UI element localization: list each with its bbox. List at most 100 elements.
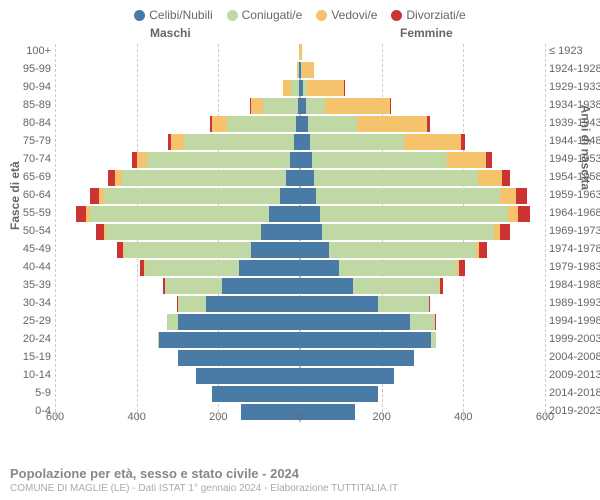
age-label: 95-99	[23, 64, 55, 75]
bar-segment	[212, 386, 300, 402]
bar-segment	[261, 224, 300, 240]
bar-segment	[518, 206, 529, 222]
bar-segment	[308, 116, 357, 132]
male-bar	[108, 170, 300, 186]
legend-swatch	[227, 10, 238, 21]
birth-year-label: 1989-1993	[545, 298, 600, 309]
male-bar	[163, 278, 300, 294]
female-bar	[300, 62, 314, 78]
female-bar	[300, 98, 391, 114]
bar-segment	[429, 296, 431, 312]
age-row: 15-192004-2008	[55, 350, 545, 368]
female-bar	[300, 350, 414, 366]
age-row: 50-541969-1973	[55, 224, 545, 242]
birth-year-label: 1944-1948	[545, 136, 600, 147]
birth-year-label: 1924-1928	[545, 64, 600, 75]
pyramid-chart: 100+≤ 192395-991924-192890-941929-193385…	[55, 44, 545, 422]
bar-segment	[300, 332, 431, 348]
age-row: 60-641959-1963	[55, 188, 545, 206]
bar-segment	[90, 206, 270, 222]
bar-segment	[184, 134, 294, 150]
bar-segment	[227, 116, 296, 132]
male-header: Maschi	[150, 26, 191, 40]
bar-segment	[310, 134, 404, 150]
age-row: 80-841939-1943	[55, 116, 545, 134]
female-bar	[300, 152, 492, 168]
bar-segment	[263, 98, 298, 114]
female-bar	[300, 332, 436, 348]
female-bar	[300, 314, 435, 330]
bar-segment	[320, 206, 508, 222]
bar-segment	[447, 152, 486, 168]
bar-segment	[357, 116, 426, 132]
legend: Celibi/NubiliConiugati/eVedovi/eDivorzia…	[0, 0, 600, 26]
age-row: 95-991924-1928	[55, 62, 545, 80]
bar-segment	[300, 170, 314, 186]
bar-segment	[440, 278, 443, 294]
bar-segment	[508, 206, 518, 222]
age-row: 20-241999-2003	[55, 332, 545, 350]
bar-segment	[302, 62, 314, 78]
legend-swatch	[316, 10, 327, 21]
age-label: 80-84	[23, 118, 55, 129]
bar-segment	[239, 260, 300, 276]
birth-year-label: 1959-1963	[545, 190, 600, 201]
age-label: 90-94	[23, 82, 55, 93]
age-row: 5-92014-2018	[55, 386, 545, 404]
bar-segment	[516, 188, 526, 204]
legend-swatch	[391, 10, 402, 21]
bar-segment	[300, 224, 322, 240]
birth-year-label: 1974-1978	[545, 244, 600, 255]
age-label: 25-29	[23, 316, 55, 327]
birth-year-label: ≤ 1923	[545, 46, 583, 57]
bar-segment	[178, 350, 301, 366]
bar-segment	[159, 332, 300, 348]
age-row: 65-691954-1958	[55, 170, 545, 188]
x-tick-label: 600	[46, 411, 64, 423]
male-bar	[196, 368, 300, 384]
bar-segment	[316, 188, 500, 204]
bar-segment	[500, 224, 510, 240]
legend-label: Coniugati/e	[242, 8, 303, 22]
female-header: Femmine	[400, 26, 453, 40]
female-bar	[300, 170, 510, 186]
female-bar	[300, 80, 345, 96]
bar-segment	[300, 152, 312, 168]
bar-segment	[291, 80, 299, 96]
age-row: 40-441979-1983	[55, 260, 545, 278]
bar-segment	[500, 188, 516, 204]
age-row: 100+≤ 1923	[55, 44, 545, 62]
age-row: 85-891934-1938	[55, 98, 545, 116]
bar-segment	[290, 152, 300, 168]
bar-segment	[300, 350, 414, 366]
bar-segment	[322, 224, 494, 240]
female-bar	[300, 260, 465, 276]
female-bar	[300, 296, 430, 312]
bar-segment	[286, 170, 300, 186]
female-bar	[300, 368, 394, 384]
chart-rows: 100+≤ 192395-991924-192890-941929-193385…	[55, 44, 545, 422]
male-bar	[167, 314, 300, 330]
male-bar	[76, 206, 300, 222]
bar-segment	[300, 260, 339, 276]
birth-year-label: 1949-1953	[545, 154, 600, 165]
age-label: 100+	[26, 46, 55, 57]
bar-segment	[222, 278, 300, 294]
female-bar	[300, 224, 510, 240]
birth-year-label: 1994-1998	[545, 316, 600, 327]
female-bar	[300, 206, 530, 222]
bar-segment	[96, 224, 104, 240]
bar-segment	[167, 314, 177, 330]
bar-segment	[353, 278, 439, 294]
bar-segment	[124, 242, 251, 258]
male-bar	[90, 188, 300, 204]
age-label: 50-54	[23, 226, 55, 237]
x-tick-label: 400	[454, 411, 472, 423]
male-bar	[132, 152, 300, 168]
legend-label: Celibi/Nubili	[149, 8, 212, 22]
male-bar	[210, 116, 300, 132]
bar-segment	[212, 116, 226, 132]
legend-label: Vedovi/e	[331, 8, 377, 22]
age-label: 10-14	[23, 370, 55, 381]
female-bar	[300, 242, 487, 258]
